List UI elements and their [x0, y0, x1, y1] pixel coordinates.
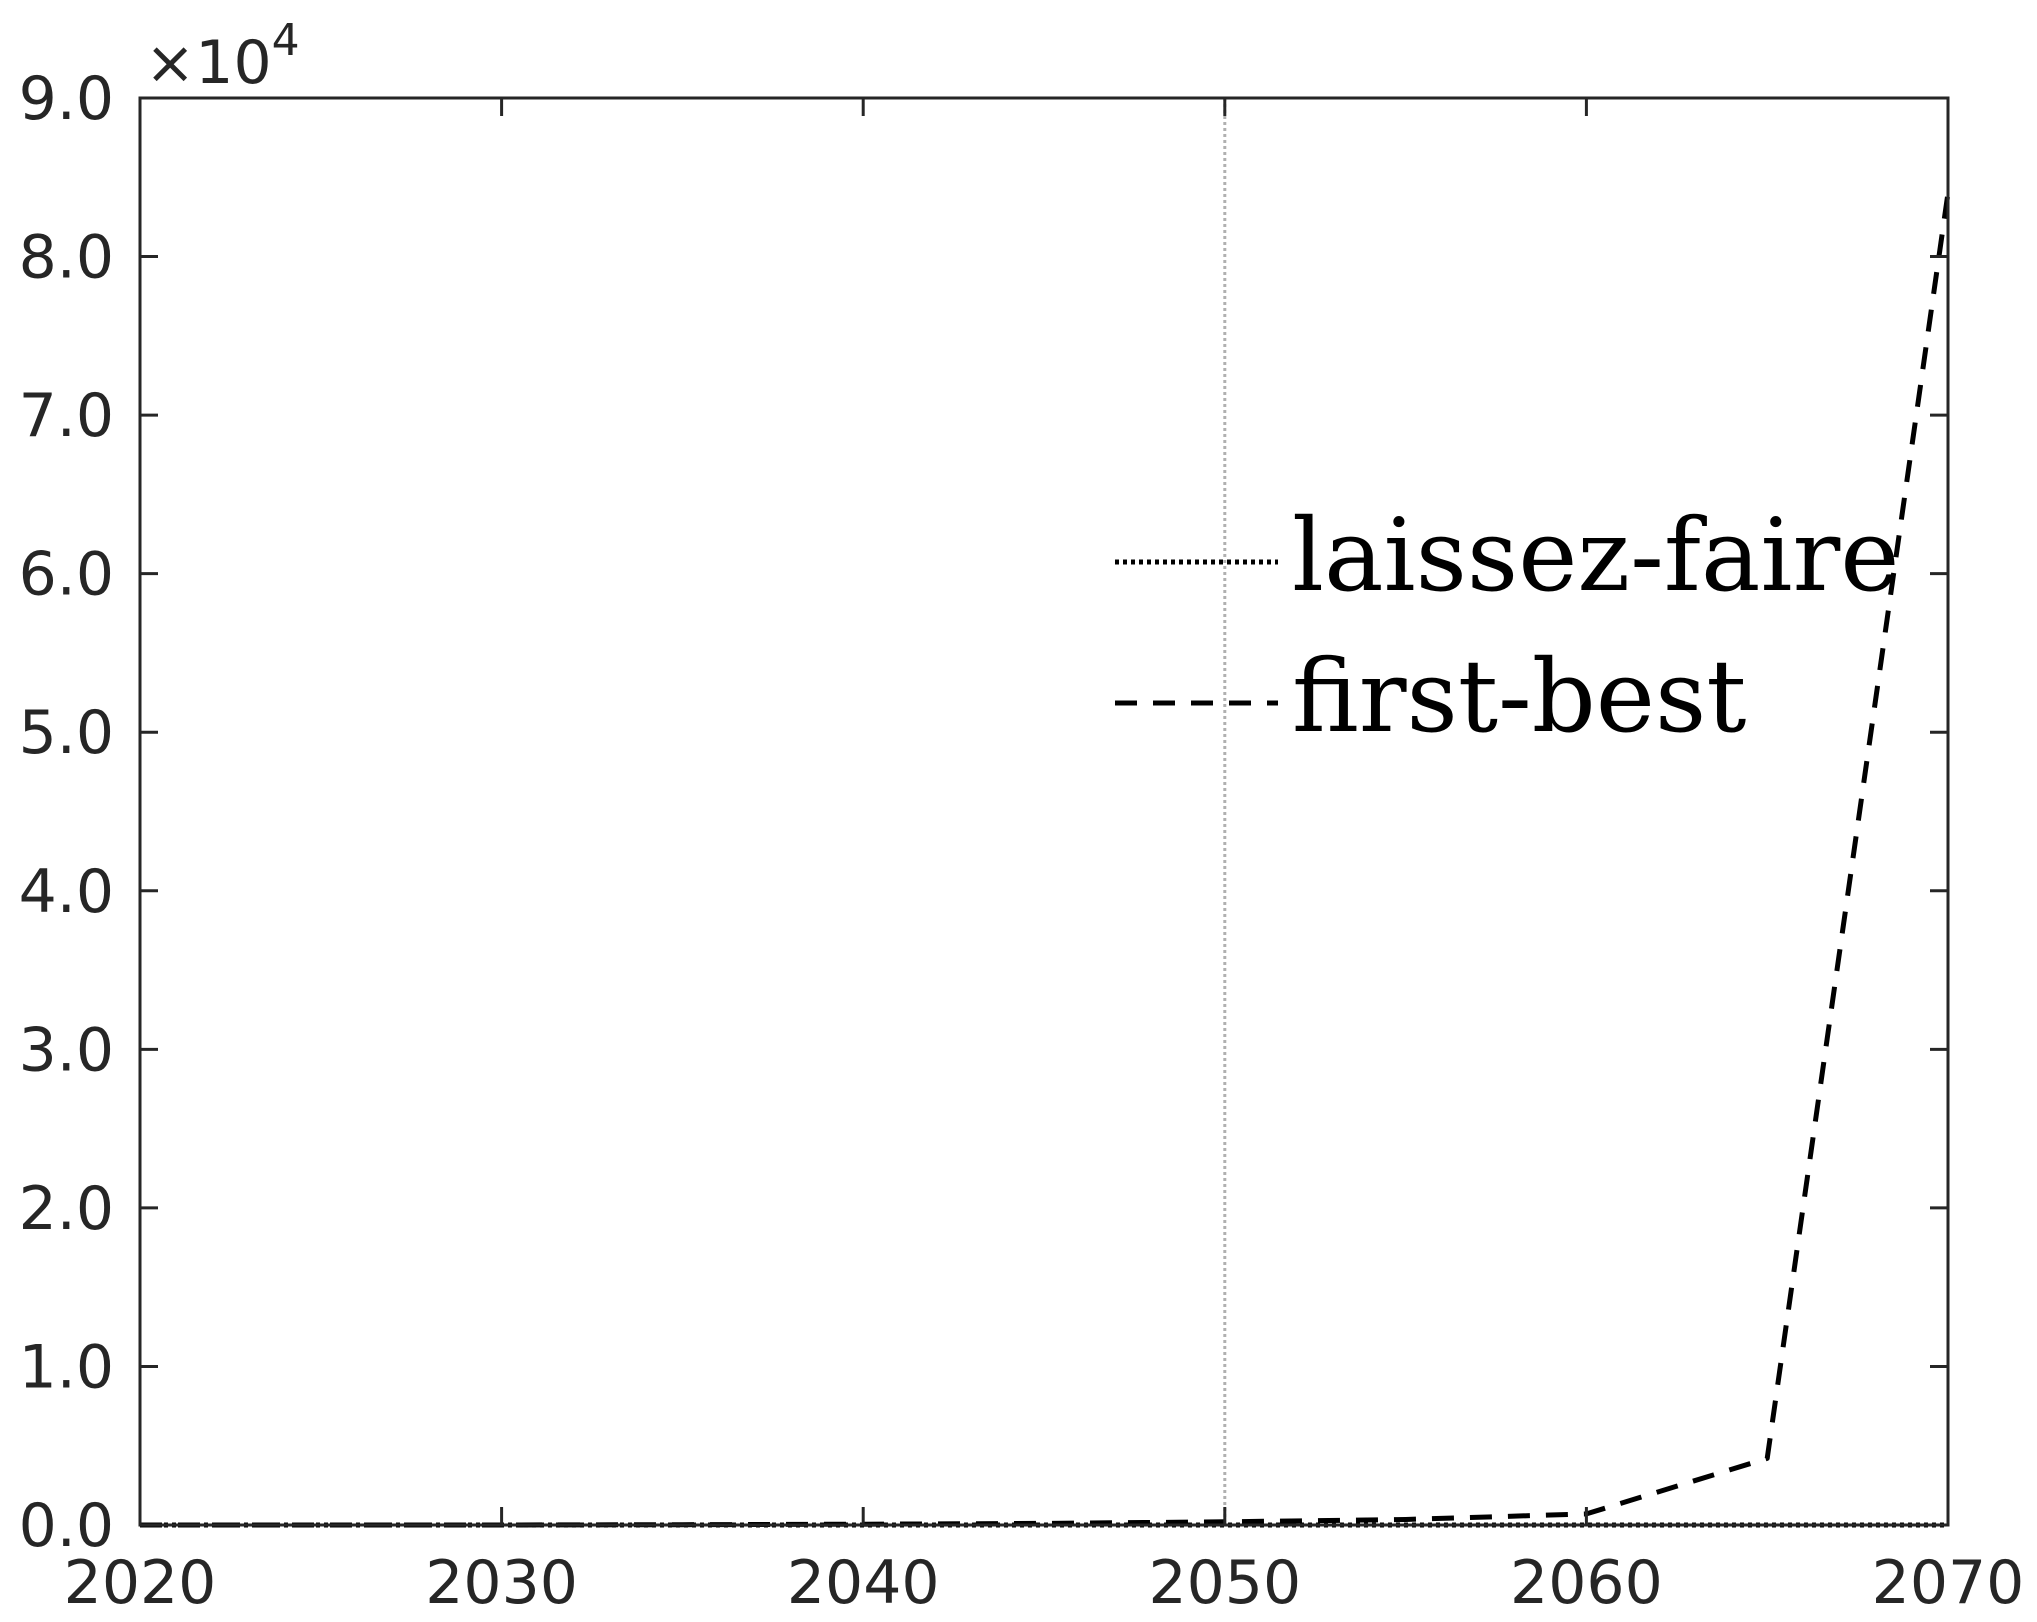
- plot-frame: [138, 96, 1950, 1527]
- x-tick-label-2060: 2060: [1510, 1548, 1663, 1618]
- x-tick-label-2030: 2030: [425, 1548, 578, 1618]
- y-tick-label-10000: 1.0: [19, 1332, 114, 1402]
- y-axis-exponent-power: 4: [272, 15, 300, 66]
- x-tick-label-2070: 2070: [1872, 1548, 2025, 1618]
- plot-background: [140, 98, 1948, 1525]
- y-tick-label-90000: 9.0: [19, 64, 114, 134]
- legend: laissez-faire first-best: [1115, 497, 1899, 755]
- legend-label-first-best: first-best: [1292, 638, 1747, 755]
- y-tick-label-40000: 4.0: [19, 857, 114, 927]
- x-tick-label-2040: 2040: [787, 1548, 940, 1618]
- y-tick-label-20000: 2.0: [19, 1174, 114, 1244]
- x-tick-label-2020: 2020: [64, 1548, 217, 1618]
- y-tick-label-30000: 3.0: [19, 1015, 114, 1085]
- y-tick-label-60000: 6.0: [19, 540, 114, 610]
- y-axis-exponent-base: ×10: [145, 28, 272, 98]
- y-tick-label-70000: 7.0: [19, 381, 114, 451]
- y-tick-label-50000: 5.0: [19, 698, 114, 768]
- x-tick-label-2050: 2050: [1148, 1548, 1301, 1618]
- y-axis-exponent: ×104: [145, 15, 300, 98]
- y-tick-label-0: 0.0: [19, 1491, 114, 1561]
- legend-label-laissez-faire: laissez-faire: [1292, 497, 1899, 614]
- y-tick-label-80000: 8.0: [19, 223, 114, 293]
